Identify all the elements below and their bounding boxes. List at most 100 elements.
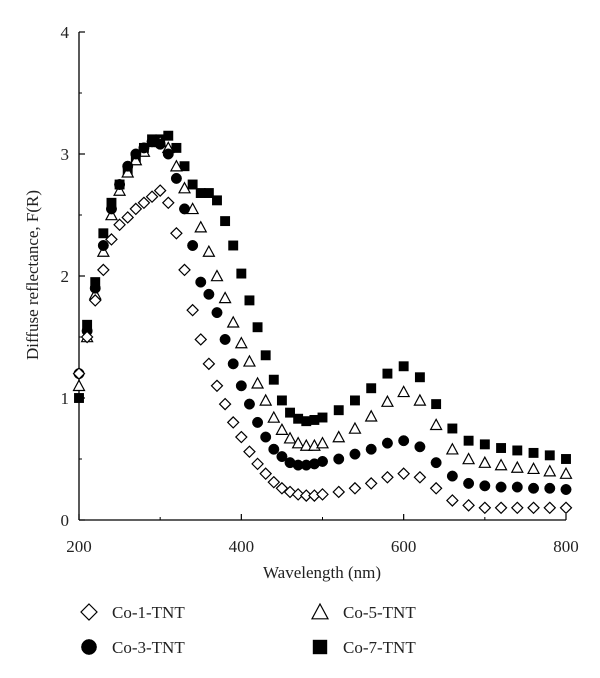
data-point-co-1-tnt [381, 470, 394, 484]
data-point-co-1-tnt [543, 501, 557, 515]
data-point-co-7-tnt [195, 188, 206, 198]
data-point-co-1-tnt [527, 501, 540, 515]
data-point-co-1-tnt [267, 475, 281, 489]
data-point-co-1-tnt [210, 379, 224, 393]
data-point-co-7-tnt [317, 412, 328, 423]
data-point-co-5-tnt [315, 436, 330, 449]
data-point-co-1-tnt [429, 481, 443, 495]
data-point-co-7-tnt [496, 443, 507, 453]
data-point-co-1-tnt [316, 488, 329, 501]
data-point-co-5-tnt [283, 431, 297, 444]
data-point-co-3-tnt [138, 142, 150, 154]
data-point-co-3-tnt [252, 416, 264, 428]
data-point-co-5-tnt [348, 421, 362, 434]
data-point-co-7-tnt [301, 416, 312, 427]
x-tick-label: 200 [66, 537, 92, 556]
data-point-co-1-tnt [105, 233, 118, 246]
data-point-co-7-tnt [479, 439, 490, 450]
data-point-co-5-tnt [559, 466, 573, 479]
data-point-co-7-tnt [382, 368, 393, 379]
data-point-co-1-tnt [129, 202, 143, 216]
data-point-co-7-tnt [398, 361, 409, 372]
data-point-co-5-tnt [242, 354, 256, 367]
data-point-co-3-tnt [268, 443, 280, 455]
data-point-co-1-tnt [113, 218, 126, 232]
data-point-co-7-tnt [228, 240, 239, 251]
x-axis-title: Wavelength (nm) [263, 563, 381, 582]
data-point-co-3-tnt [349, 448, 361, 460]
axes: 200 400 600 800 0 1 2 3 4 [61, 23, 579, 556]
data-point-co-7-tnt [333, 405, 344, 416]
data-point-co-5-tnt [291, 436, 305, 449]
data-point-co-1-tnt [226, 416, 240, 429]
data-point-co-3-tnt [317, 455, 328, 467]
data-point-co-3-tnt [333, 453, 345, 465]
legend-item-co-3-tnt: Co-3-TNT [81, 638, 185, 657]
data-point-co-7-tnt [512, 445, 523, 456]
data-point-co-5-tnt [445, 442, 459, 455]
data-point-co-7-tnt [212, 195, 222, 206]
data-point-co-1-tnt [80, 330, 94, 344]
data-point-co-5-tnt [194, 220, 208, 233]
data-point-co-7-tnt [106, 197, 117, 208]
y-tick-label: 4 [61, 23, 70, 42]
legend-label-co-5-tnt: Co-5-TNT [343, 603, 416, 622]
data-point-co-5-tnt [397, 385, 411, 398]
data-point-co-3-tnt [276, 451, 288, 463]
data-point-co-7-tnt [203, 188, 214, 198]
data-point-co-5-tnt [364, 409, 378, 422]
data-point-co-3-tnt [211, 307, 223, 319]
data-point-co-5-tnt [543, 464, 557, 477]
data-point-co-3-tnt [105, 203, 117, 215]
data-point-co-1-tnt [364, 477, 378, 490]
data-point-co-7-tnt [447, 423, 458, 434]
data-point-co-1-tnt [259, 467, 273, 480]
data-point-co-1-tnt [494, 501, 508, 515]
data-point-co-3-tnt [154, 138, 166, 150]
data-point-co-3-tnt [130, 148, 142, 160]
data-point-co-1-tnt [121, 211, 135, 224]
data-point-co-1-tnt [559, 501, 573, 515]
data-point-co-7-tnt [431, 399, 442, 410]
data-point-co-7-tnt [82, 319, 93, 330]
data-point-co-3-tnt [260, 431, 272, 443]
data-point-co-3-tnt [203, 288, 215, 300]
data-point-co-7-tnt [90, 277, 101, 288]
data-point-co-1-tnt [234, 430, 248, 444]
data-point-co-7-tnt [74, 393, 84, 403]
legend-label-co-7-tnt: Co-7-TNT [343, 638, 416, 657]
legend-marker-co-1-tnt [80, 603, 98, 621]
series-co-1-tnt [72, 184, 573, 515]
data-point-co-5-tnt [202, 244, 216, 257]
series-co-7-tnt [74, 130, 571, 464]
data-point-co-3-tnt [381, 437, 393, 449]
data-point-co-7-tnt [544, 450, 555, 461]
data-point-co-7-tnt [528, 447, 539, 458]
data-point-co-7-tnt [98, 228, 109, 239]
data-point-co-5-tnt [429, 418, 443, 431]
data-point-co-3-tnt [560, 484, 572, 495]
data-point-co-1-tnt [478, 501, 492, 515]
data-point-co-3-tnt [430, 457, 442, 469]
data-point-co-7-tnt [244, 295, 255, 306]
data-point-co-3-tnt [479, 480, 491, 492]
data-point-co-3-tnt [97, 240, 109, 251]
data-point-co-7-tnt [236, 268, 247, 279]
data-point-co-5-tnt [251, 376, 265, 389]
data-point-co-5-tnt [96, 244, 110, 257]
data-point-co-3-tnt [528, 482, 540, 494]
data-point-co-5-tnt [210, 269, 224, 282]
data-point-co-3-tnt [463, 477, 475, 489]
data-point-co-5-tnt [478, 455, 492, 468]
legend-marker-co-5-tnt [310, 602, 330, 620]
data-point-co-7-tnt [276, 395, 287, 406]
data-point-co-5-tnt [510, 460, 524, 473]
data-point-co-7-tnt [268, 374, 279, 385]
data-point-co-3-tnt [365, 443, 377, 455]
data-point-co-3-tnt [243, 398, 255, 410]
data-point-co-5-tnt [218, 291, 232, 304]
y-tick-label: 3 [61, 145, 70, 164]
data-point-co-3-tnt [446, 470, 458, 482]
data-point-co-5-tnt [494, 458, 508, 471]
data-point-co-5-tnt [169, 159, 183, 172]
